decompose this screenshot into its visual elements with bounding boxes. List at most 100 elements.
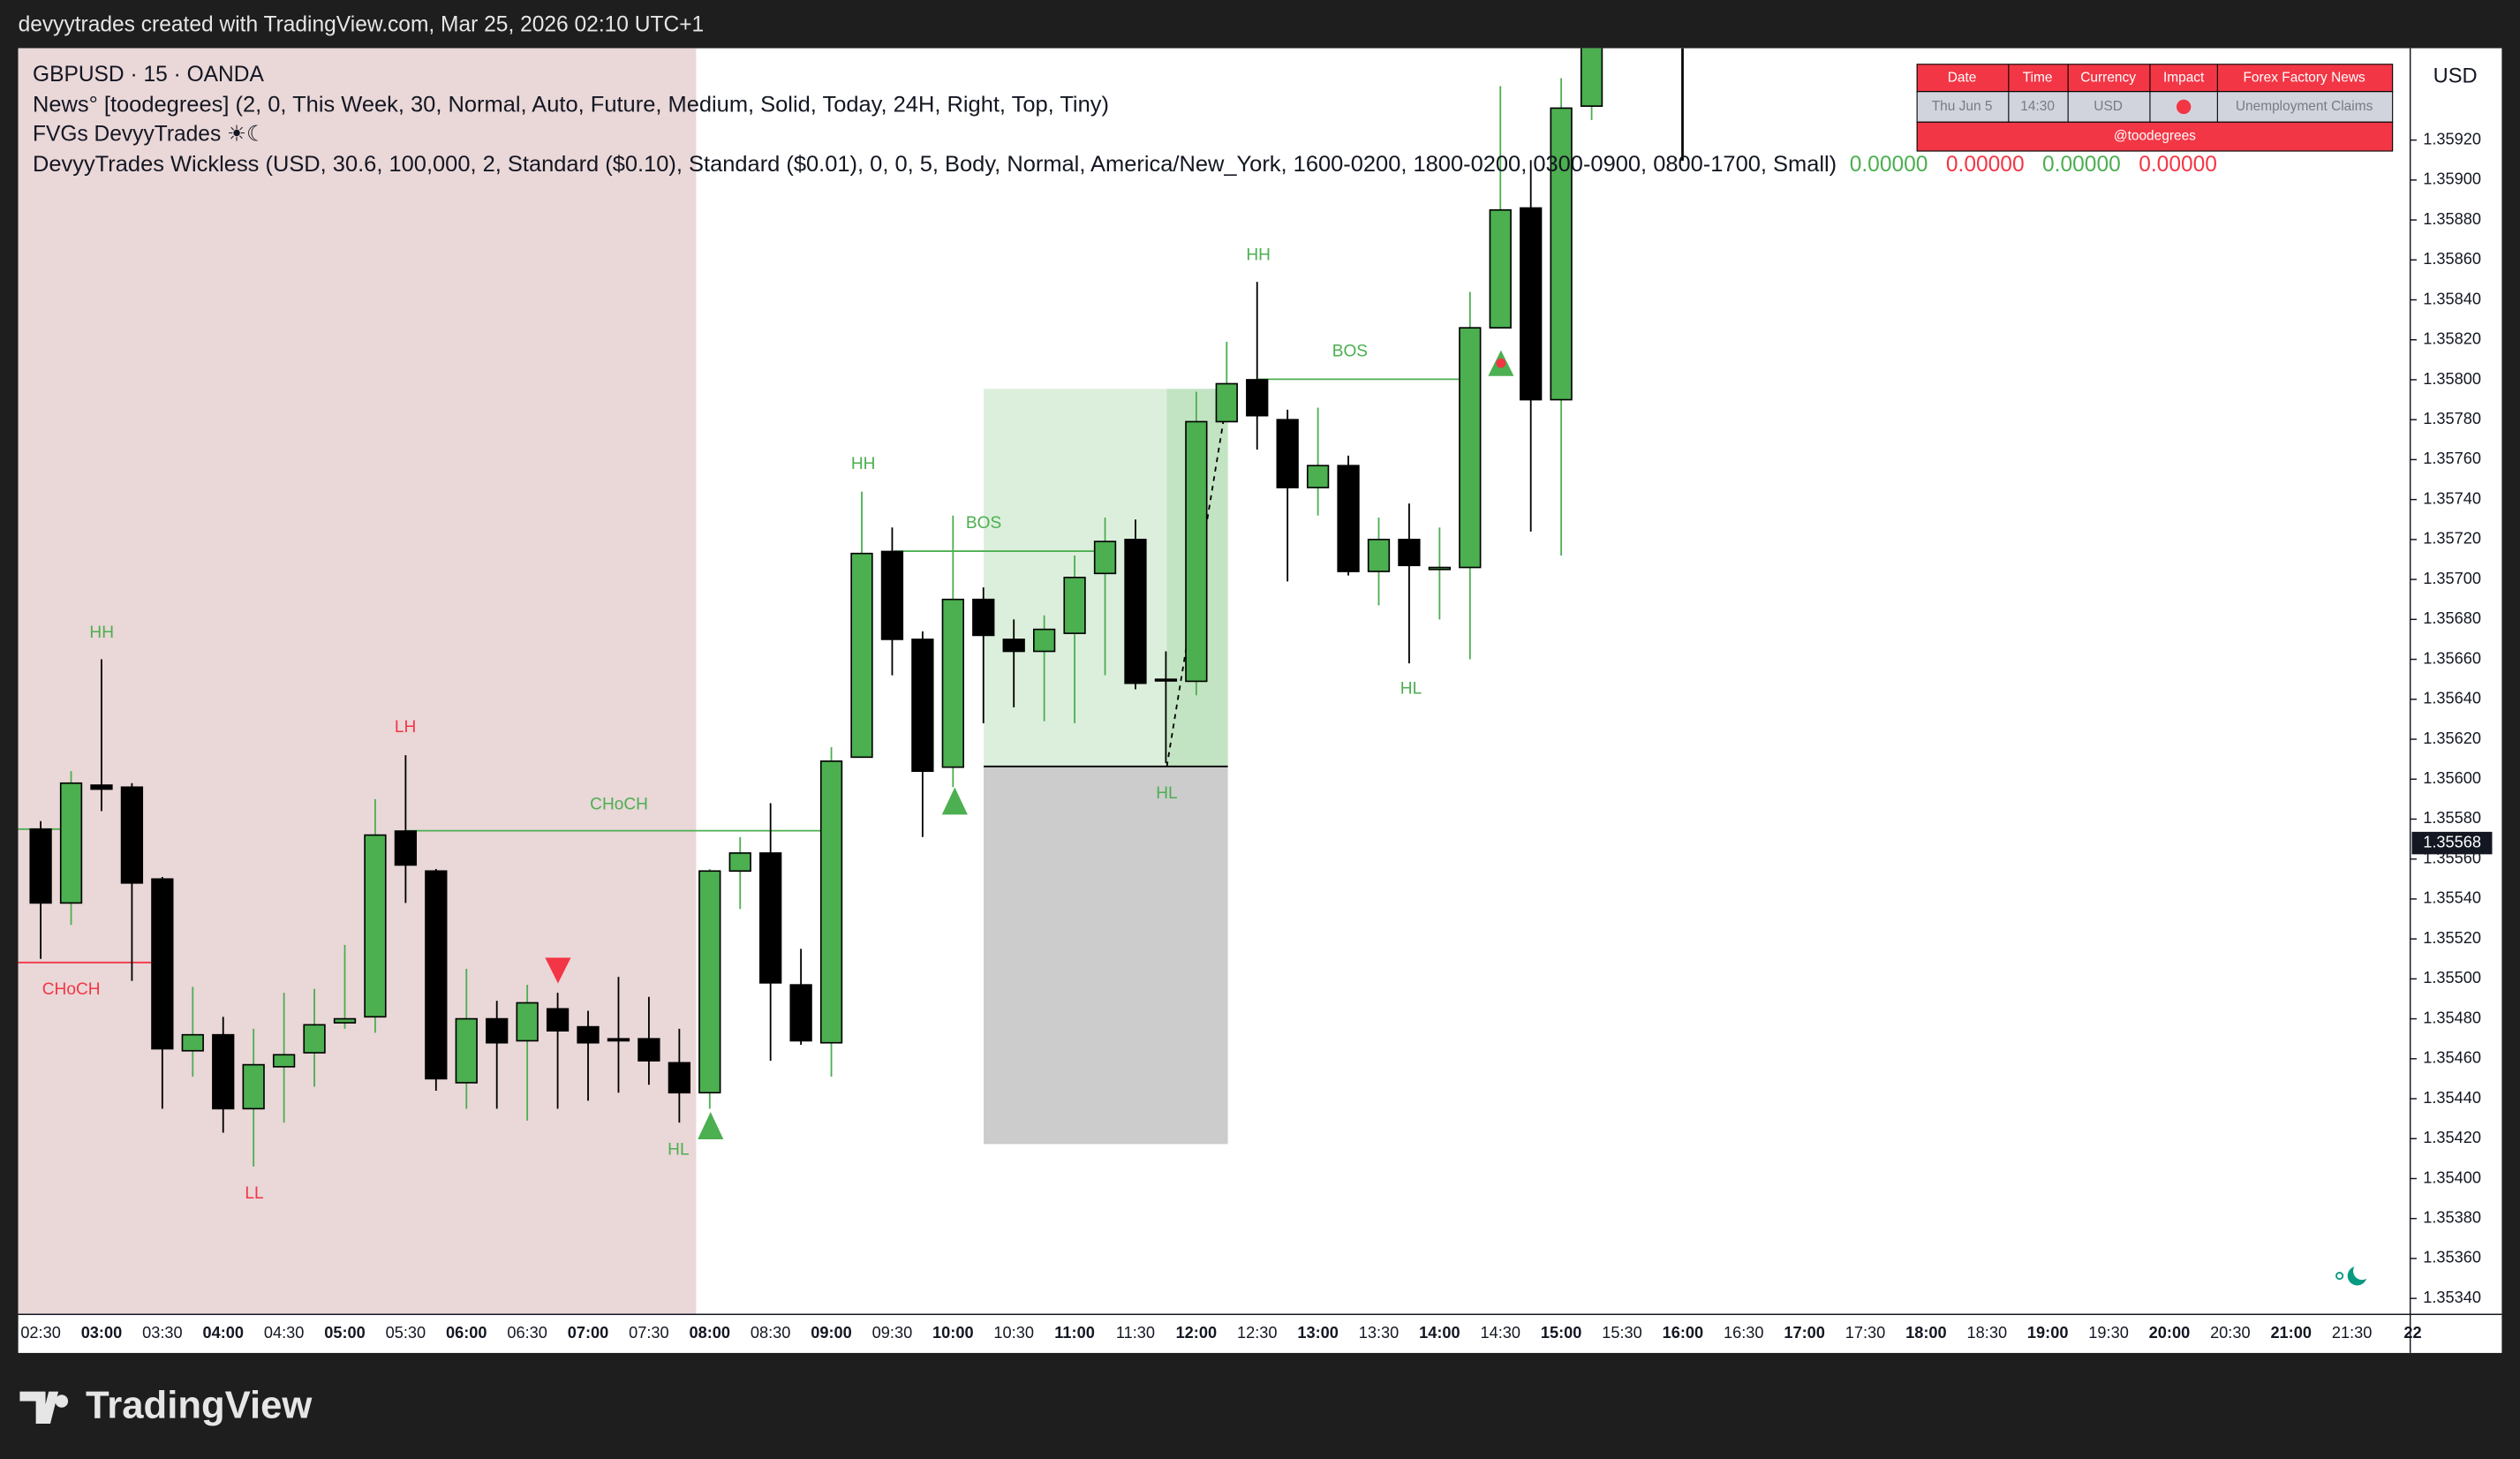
candle-body — [577, 1025, 600, 1044]
candle-body — [333, 1017, 357, 1024]
candle-body — [1367, 539, 1391, 572]
x-tick-label: 18:00 — [1905, 1324, 1947, 1342]
currency: USD — [2433, 65, 2478, 88]
candle-body — [1002, 639, 1025, 653]
candle-body — [1580, 48, 1603, 107]
candle-body — [1550, 107, 1573, 401]
annotation: HH — [1246, 246, 1271, 264]
news-table: Date Time Currency Impact Forex Factory … — [1916, 64, 2394, 152]
y-tick-label: 1.35780 — [2423, 410, 2481, 427]
column-header: Time — [2023, 70, 2053, 85]
legend: GBPUSD · 15 · OANDA News° [toodegrees] (… — [33, 63, 2217, 177]
y-tick-label: 1.35480 — [2423, 1009, 2481, 1026]
x-tick-label: 04:00 — [202, 1324, 244, 1342]
annotation: BOS — [1332, 342, 1368, 360]
y-tick-label: 1.35920 — [2423, 130, 2481, 147]
column-header: Impact — [2163, 70, 2205, 85]
candle-body — [59, 782, 83, 904]
structure-labels: HH LH LL CHoCH CHoCH HL HH BOS HL HH BOS… — [42, 246, 1422, 1203]
y-tick-label: 1.35860 — [2423, 250, 2481, 268]
x-tick-label: 14:00 — [1419, 1324, 1460, 1342]
y-tick-label: 1.35520 — [2423, 929, 2481, 947]
table-dividers — [2008, 64, 2218, 123]
candles — [29, 48, 1603, 1167]
candle-body — [1246, 379, 1269, 417]
candle-body — [1489, 208, 1512, 329]
candle-body — [1093, 541, 1117, 575]
x-tick-label: 21:30 — [2332, 1324, 2373, 1342]
y-tick-label: 1.35460 — [2423, 1049, 2481, 1067]
x-tick-label: 17:30 — [1845, 1324, 1886, 1342]
candle-body — [941, 598, 964, 768]
candle-body — [1032, 628, 1056, 653]
legend-line: News° [toodegrees] (2, 0, This Week, 30,… — [33, 94, 1109, 117]
header: devyytrades created with TradingView.com… — [19, 13, 705, 37]
candle-body — [1428, 566, 1452, 571]
x-tick-label: 12:30 — [1237, 1324, 1278, 1342]
indicator-value: 0.00000 — [1850, 153, 1928, 177]
x-tick-label: 05:30 — [386, 1324, 426, 1342]
x-tick-label: 15:00 — [1541, 1324, 1582, 1342]
candle-body — [1337, 465, 1360, 572]
brand-logo — [19, 1391, 69, 1424]
annotation: CHoCH — [590, 796, 648, 814]
last-price-label: 1.35568 — [2423, 833, 2481, 850]
price-axis: 1.35340 1.35360 1.35380 1.35400 1.35420 1.354… — [2410, 130, 2493, 1306]
sell-signal — [545, 957, 571, 984]
annotation: HL — [1400, 680, 1422, 699]
x-tick-label: 16:30 — [1724, 1324, 1764, 1342]
y-tick-label: 1.35380 — [2423, 1209, 2481, 1227]
x-tick-label: 07:30 — [629, 1324, 669, 1342]
x-tick-label: 04:30 — [264, 1324, 305, 1342]
candle-body — [486, 1017, 509, 1044]
x-tick-label: 02:30 — [20, 1324, 61, 1342]
cell: Thu Jun 5 — [1932, 99, 1993, 114]
candle-body — [759, 852, 782, 984]
buy-signal — [698, 1112, 724, 1139]
x-tick-label: 16:00 — [1663, 1324, 1704, 1342]
candle-body — [1459, 327, 1482, 569]
x-tick-label: 08:00 — [690, 1324, 731, 1342]
cell: USD — [2094, 99, 2123, 114]
annotation: HH — [89, 624, 114, 642]
column-header: Currency — [2080, 70, 2136, 85]
candle-body — [1154, 678, 1178, 682]
candle-body — [819, 760, 843, 1044]
x-tick-label: 21:00 — [2270, 1324, 2312, 1342]
annotation: HL — [668, 1141, 689, 1160]
y-tick-label: 1.35720 — [2423, 530, 2481, 548]
x-tick-label: 05:00 — [324, 1324, 366, 1342]
brand: TradingView — [19, 1383, 313, 1426]
signals — [545, 350, 1514, 1139]
y-tick-label: 1.35760 — [2423, 450, 2481, 467]
column-header: Forex Factory News — [2243, 70, 2365, 85]
candle-body — [181, 1033, 204, 1052]
y-tick-label: 1.35840 — [2423, 290, 2481, 307]
legend-line: DevyyTrades Wickless (USD, 30.6, 100,000… — [33, 153, 1837, 177]
candle-body — [394, 830, 418, 866]
y-tick-label: 1.35500 — [2423, 969, 2481, 987]
x-tick-label: 20:30 — [2210, 1324, 2251, 1342]
y-tick-label: 1.35620 — [2423, 730, 2481, 747]
y-tick-label: 1.35360 — [2423, 1249, 2481, 1266]
time-axis: 02:30 03:00 03:30 04:00 04:30 05:00 05:30 06:00… — [20, 1324, 2421, 1342]
theme-icon — [2335, 1262, 2372, 1286]
x-tick-label: 10:30 — [993, 1324, 1034, 1342]
x-tick-label: 19:30 — [2088, 1324, 2129, 1342]
y-tick-label: 1.35680 — [2423, 609, 2481, 627]
candle-body — [1063, 577, 1086, 634]
x-tick-label: 08:30 — [751, 1324, 791, 1342]
candle-body — [911, 639, 934, 772]
x-tick-label: 22 — [2403, 1324, 2421, 1342]
x-tick-label: 03:00 — [81, 1324, 123, 1342]
x-tick-label: 03:30 — [142, 1324, 183, 1342]
indicator-value: 0.00000 — [2042, 153, 2121, 177]
table-header — [1916, 64, 2394, 93]
x-tick-label: 14:30 — [1480, 1324, 1520, 1342]
x-tick-label: 19:00 — [2027, 1324, 2069, 1342]
candle-body — [212, 1033, 235, 1110]
y-tick-label: 1.35800 — [2423, 370, 2481, 388]
candle-body — [425, 870, 448, 1080]
